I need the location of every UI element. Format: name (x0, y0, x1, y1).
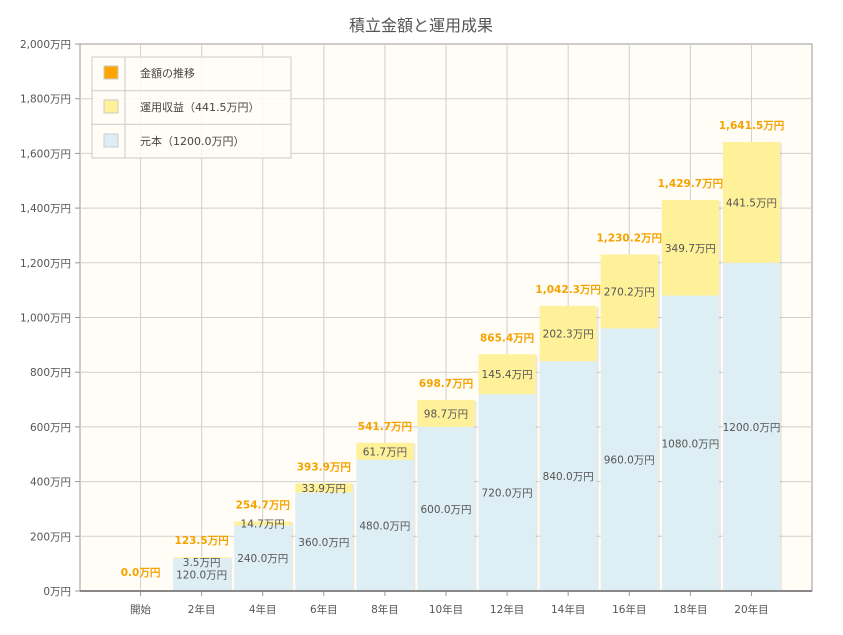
legend-swatch-principal (103, 133, 119, 148)
principal-label: 960.0万円 (604, 455, 655, 467)
return-label: 202.3万円 (543, 329, 594, 341)
bar-principal (600, 328, 658, 591)
bar-return (295, 483, 353, 493)
bar-principal (539, 361, 597, 591)
bar-return (234, 521, 292, 526)
chart-title: 積立金額と運用成果 (349, 16, 493, 35)
return-label: 145.4万円 (482, 369, 533, 381)
total-label: 123.5万円 (175, 535, 229, 547)
total-label: 1,042.3万円 (535, 284, 601, 296)
x-tick-label: 20年目 (734, 603, 768, 616)
legend-swatch-total (103, 65, 119, 80)
x-tick-label: 10年目 (429, 603, 463, 616)
x-axis: 開始 2年目 4年目 6年目 8年目 10年目 12年目 14年目 16年目 18年目 20年目 (80, 590, 812, 616)
total-label: 1,429.7万円 (658, 178, 724, 190)
return-label: 3.5万円 (183, 557, 221, 569)
principal-label: 120.0万円 (176, 570, 227, 582)
principal-label: 1080.0万円 (661, 438, 719, 450)
y-tick-label: 800万円 (30, 367, 71, 379)
total-label: 1,230.2万円 (597, 233, 663, 245)
legend-label-total: 金額の推移 (140, 66, 195, 80)
return-label: 61.7万円 (363, 446, 407, 458)
bar-principal (295, 492, 353, 591)
y-tick-label: 1,400万円 (20, 203, 71, 215)
bar-principal (234, 525, 292, 591)
y-tick-label: 1,200万円 (20, 258, 71, 270)
bar-principal (478, 394, 536, 591)
return-label: 33.9万円 (302, 483, 346, 495)
bar-principal (417, 426, 475, 591)
x-tick-label: 4年目 (249, 603, 277, 616)
legend-swatch-return (103, 99, 119, 114)
x-tick-label: 8年目 (371, 603, 399, 616)
bar-return (417, 399, 475, 427)
y-tick-label: 1,600万円 (20, 148, 71, 160)
bar-principal (356, 459, 414, 591)
y-tick-label: 200万円 (30, 531, 71, 543)
x-tick-label: 開始 (130, 603, 151, 616)
total-label: 254.7万円 (236, 499, 290, 511)
legend: 金額の推移 運用収益（441.5万円） 元本（1200.0万円） (91, 56, 292, 159)
x-tick-label: 18年目 (673, 603, 707, 616)
bar-return (661, 199, 719, 296)
principal-label: 480.0万円 (359, 520, 410, 532)
total-label: 0.0万円 (121, 567, 161, 579)
total-label: 541.7万円 (358, 421, 412, 433)
return-label: 270.2万円 (604, 286, 655, 298)
return-label: 349.7万円 (665, 243, 716, 255)
return-label: 14.7万円 (241, 518, 285, 530)
x-tick-label: 12年目 (490, 603, 524, 616)
total-label: 698.7万円 (419, 378, 473, 390)
total-label: 865.4万円 (480, 332, 534, 344)
principal-label: 360.0万円 (298, 537, 349, 549)
return-label: 441.5万円 (726, 197, 777, 209)
bar-principal (173, 558, 231, 591)
bar-return (722, 142, 780, 263)
y-axis: 0万円 200万円 400万円 600万円 800万円 1,000万円 1,200万円 1,4… (20, 39, 80, 598)
bar-return (600, 254, 658, 329)
bar-return (356, 442, 414, 460)
principal-label: 1200.0万円 (723, 422, 781, 434)
x-tick-label: 16年目 (612, 603, 646, 616)
bar-return (539, 305, 597, 362)
legend-label-return: 運用収益（441.5万円） (140, 100, 260, 114)
x-tick-label: 2年目 (188, 603, 216, 616)
total-label: 393.9万円 (297, 461, 351, 473)
x-tick-label: 6年目 (310, 603, 338, 616)
principal-label: 720.0万円 (482, 488, 533, 500)
bar-principal (722, 262, 780, 591)
y-tick-label: 2,000万円 (20, 39, 71, 51)
principal-label: 600.0万円 (420, 504, 471, 516)
y-tick-label: 1,000万円 (20, 313, 71, 325)
return-label: 98.7万円 (424, 408, 468, 420)
y-tick-label: 0万円 (43, 586, 71, 598)
x-tick-label: 14年目 (551, 603, 585, 616)
y-tick-label: 600万円 (30, 422, 71, 434)
bar-principal (661, 295, 719, 591)
principal-label: 240.0万円 (237, 553, 288, 565)
y-tick-label: 1,800万円 (20, 94, 71, 106)
total-label: 1,641.5万円 (719, 120, 785, 132)
bar-return (478, 354, 536, 395)
legend-label-principal: 元本（1200.0万円） (140, 134, 245, 148)
principal-label: 840.0万円 (543, 471, 594, 483)
y-tick-label: 400万円 (30, 477, 71, 489)
bar-return (173, 557, 231, 559)
